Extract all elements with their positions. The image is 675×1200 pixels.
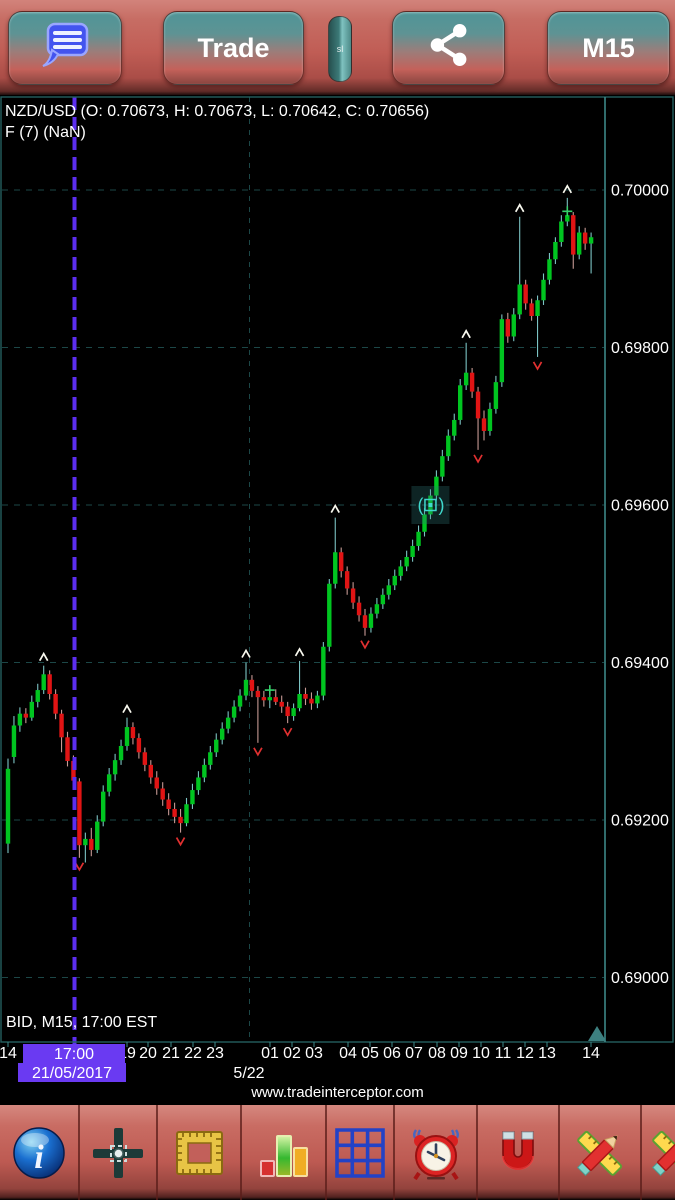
bar-chart-icon	[256, 1125, 312, 1181]
grid-settings-button[interactable]	[327, 1105, 395, 1200]
candlestick-chart[interactable]: 0.70000 0.69800 0.69600 0.69400 0.69200 0.690…	[0, 95, 675, 1105]
svg-text:5/22: 5/22	[233, 1065, 264, 1082]
svg-text:09: 09	[450, 1045, 468, 1062]
chart-area[interactable]: 0.70000 0.69800 0.69600 0.69400 0.69200 0.690…	[0, 95, 675, 1105]
chart-style-button[interactable]	[242, 1105, 327, 1200]
draw-tools-more-button[interactable]	[642, 1105, 675, 1200]
measure-ruler-icon	[170, 1125, 228, 1181]
pencil-ruler-icon	[571, 1124, 629, 1182]
bottom-toolbar: i	[0, 1105, 675, 1200]
svg-text:0.69800: 0.69800	[611, 340, 669, 357]
svg-text:01: 01	[261, 1045, 279, 1062]
grid-icon	[332, 1125, 388, 1181]
info-icon: i	[11, 1125, 67, 1181]
svg-text:14: 14	[0, 1045, 17, 1062]
trade-button-label: Trade	[197, 32, 270, 63]
svg-text:06: 06	[383, 1045, 401, 1062]
alarm-clock-icon	[407, 1124, 465, 1182]
chart-header: NZD/USD (O: 0.70673, H: 0.70673, L: 0.70…	[5, 101, 429, 143]
magnet-mode-button[interactable]	[478, 1105, 560, 1200]
svg-text:21/05/2017: 21/05/2017	[32, 1065, 112, 1082]
svg-text:02: 02	[283, 1045, 301, 1062]
svg-text:0.69000: 0.69000	[611, 970, 669, 987]
svg-text:22: 22	[184, 1045, 202, 1062]
symbol-ohlc-line: NZD/USD (O: 0.70673, H: 0.70673, L: 0.70…	[5, 103, 430, 120]
svg-text:0.69400: 0.69400	[611, 655, 669, 672]
svg-text:13: 13	[538, 1045, 556, 1062]
indicator-line: F (7) (NaN)	[5, 124, 86, 141]
svg-text:08: 08	[428, 1045, 446, 1062]
svg-text:): )	[438, 495, 444, 515]
alerts-button[interactable]	[395, 1105, 478, 1200]
svg-text:10: 10	[472, 1045, 490, 1062]
timeframe-button-label: M15	[582, 32, 635, 63]
svg-text:03: 03	[305, 1045, 323, 1062]
svg-text:21: 21	[162, 1045, 180, 1062]
svg-text:07: 07	[405, 1045, 423, 1062]
top-toolbar: Trade sl M15	[0, 0, 675, 95]
svg-text:0.70000: 0.70000	[611, 183, 669, 200]
magnet-icon	[490, 1125, 546, 1181]
info-button[interactable]: i	[0, 1105, 80, 1200]
chat-orders-icon	[37, 20, 93, 77]
svg-text:0.69200: 0.69200	[611, 813, 669, 830]
svg-text:0.69600: 0.69600	[611, 498, 669, 515]
svg-text:11: 11	[495, 1045, 512, 1062]
mini-button-label: sl	[336, 44, 344, 54]
pencil-ruler-partial-icon	[646, 1124, 675, 1182]
collapsed-mini-button[interactable]: sl	[328, 16, 352, 82]
crosshair-icon	[90, 1125, 146, 1181]
svg-text:12: 12	[516, 1045, 534, 1062]
svg-text:14: 14	[582, 1045, 600, 1062]
svg-text:23: 23	[206, 1045, 224, 1062]
watermark-url: www.tradeinterceptor.com	[251, 1084, 424, 1101]
measure-tool-button[interactable]	[158, 1105, 242, 1200]
share-icon	[424, 20, 474, 77]
svg-text:(: (	[417, 495, 423, 515]
crosshair-tool-button[interactable]	[80, 1105, 158, 1200]
svg-text:04: 04	[339, 1045, 357, 1062]
trade-button[interactable]: Trade	[163, 11, 304, 85]
quote-status-line: BID, M15, 17:00 EST	[6, 1014, 158, 1031]
timeframe-button[interactable]: M15	[547, 11, 670, 85]
svg-text:17:00: 17:00	[54, 1046, 94, 1063]
svg-text:20: 20	[139, 1045, 157, 1062]
svg-text:i: i	[34, 1139, 44, 1176]
svg-text:05: 05	[361, 1045, 379, 1062]
draw-tools-button[interactable]	[560, 1105, 642, 1200]
orders-button[interactable]	[8, 11, 122, 85]
share-button[interactable]	[392, 11, 505, 85]
